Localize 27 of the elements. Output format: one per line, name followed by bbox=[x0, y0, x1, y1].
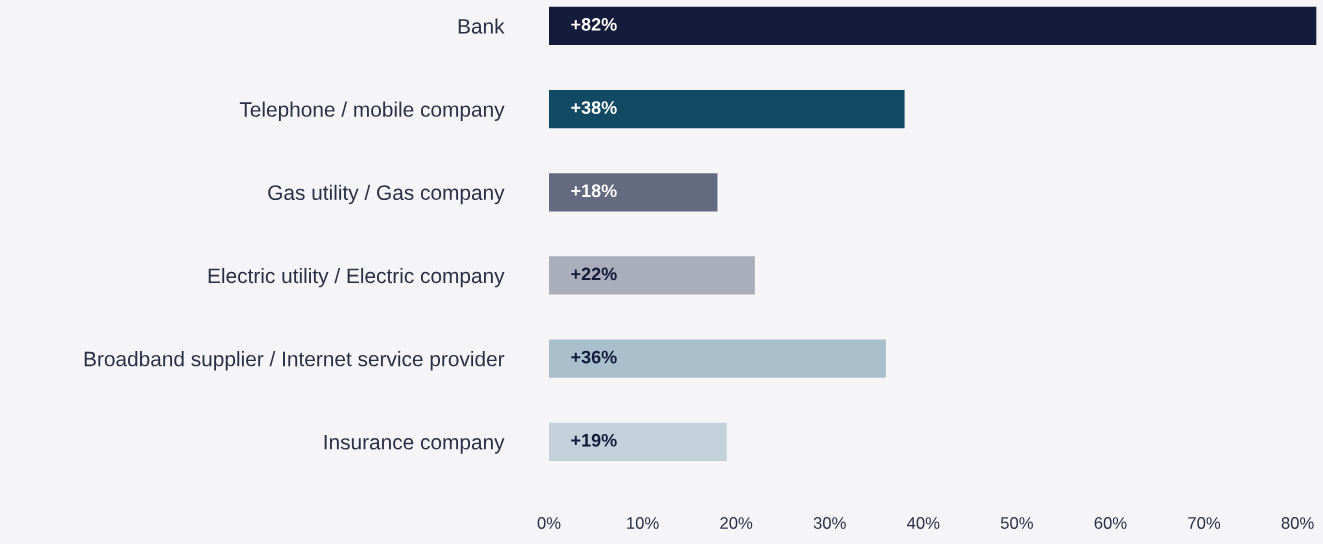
y-tick-label: Insurance company bbox=[324, 435, 505, 454]
x-tick-label: 20% bbox=[720, 517, 753, 529]
bar bbox=[549, 6, 1317, 46]
x-tick-label: 10% bbox=[627, 517, 659, 529]
bar bbox=[549, 173, 718, 212]
x-tick-label: 40% bbox=[907, 517, 940, 529]
data-label: +19% bbox=[571, 433, 617, 447]
data-label: +38% bbox=[571, 101, 617, 114]
x-tick-label: 80% bbox=[1281, 517, 1314, 529]
x-tick-label: 60% bbox=[1094, 517, 1127, 529]
y-tick-label: Broadband supplier / Internet service provider bbox=[84, 351, 505, 371]
data-label: +18% bbox=[571, 184, 617, 198]
x-tick-label: 30% bbox=[813, 517, 846, 529]
bar bbox=[549, 422, 727, 461]
x-tick-label: 50% bbox=[1000, 517, 1033, 529]
x-tick-label: 0% bbox=[537, 517, 561, 529]
y-tick-label: Telephone / mobile company bbox=[239, 101, 505, 121]
x-tick-label: 70% bbox=[1188, 517, 1221, 529]
y-tick-label: Bank bbox=[458, 18, 505, 34]
data-label: +82% bbox=[571, 18, 617, 31]
y-tick-label: Gas utility / Gas company bbox=[268, 184, 505, 205]
y-tick-label: Electric utility / Electric company bbox=[208, 267, 505, 288]
data-label: +36% bbox=[571, 350, 617, 364]
bar bbox=[549, 339, 886, 378]
data-label: +22% bbox=[571, 267, 617, 281]
bar bbox=[549, 89, 905, 129]
bar bbox=[549, 256, 755, 295]
